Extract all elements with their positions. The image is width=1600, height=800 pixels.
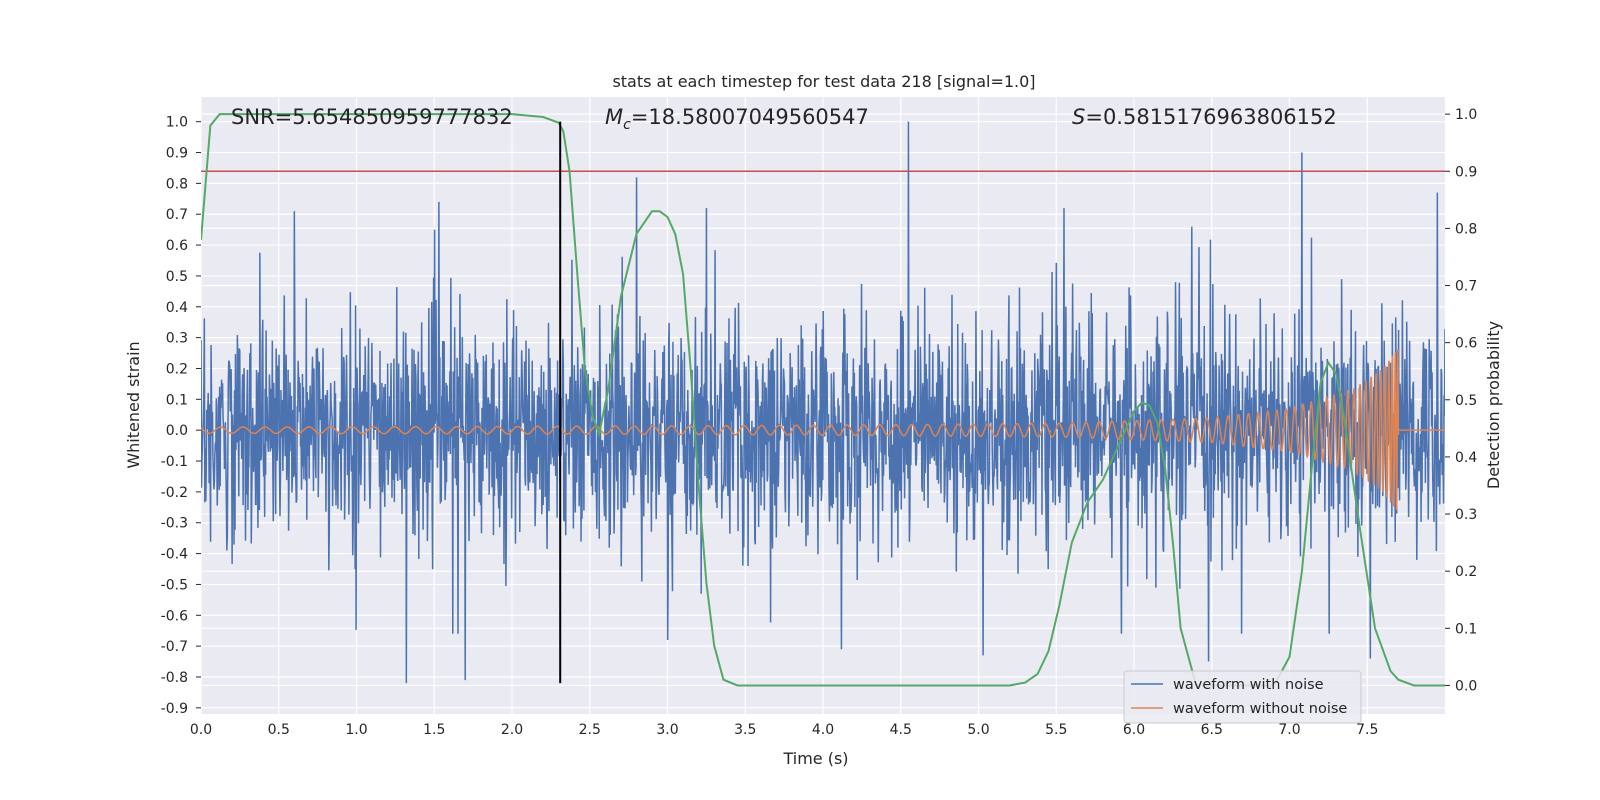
x-axis-label: Time (s) bbox=[782, 749, 848, 768]
x-tick-label: 6.5 bbox=[1201, 722, 1223, 738]
x-tick-label: 5.5 bbox=[1045, 722, 1067, 738]
s-symbol: S bbox=[1072, 105, 1085, 129]
x-tick-label: 6.0 bbox=[1123, 722, 1145, 738]
x-tick-label: 1.5 bbox=[423, 722, 445, 738]
y-tick-label: -0.2 bbox=[161, 485, 188, 501]
series-waveform-with-noise bbox=[201, 121, 1445, 684]
y-tick-label: 0.2 bbox=[166, 361, 188, 377]
y-tick-label: 0.7 bbox=[166, 207, 188, 223]
y2-tick-label: 0.7 bbox=[1455, 279, 1477, 295]
y-tick-label: -0.7 bbox=[161, 639, 188, 655]
y-tick-label: -0.3 bbox=[161, 516, 188, 532]
y2-tick-label: 0.9 bbox=[1455, 164, 1477, 180]
y-tick-label: 0.0 bbox=[166, 423, 188, 439]
x-tick-label: 2.5 bbox=[579, 722, 601, 738]
y-tick-label: -0.8 bbox=[161, 670, 188, 686]
x-tick-label: 1.0 bbox=[345, 722, 367, 738]
y2-tick-label: 0.3 bbox=[1455, 507, 1477, 523]
y-tick-label: 0.3 bbox=[166, 331, 188, 347]
legend-label-noise: waveform with noise bbox=[1173, 677, 1324, 693]
chirp-mass-subscript: c bbox=[623, 117, 631, 133]
y2-tick-label: 1.0 bbox=[1455, 107, 1477, 123]
chirp-mass-annotation: Mc=18.58007049560547 bbox=[605, 105, 869, 133]
snr-annotation: SNR=5.654850959777832 bbox=[231, 105, 513, 129]
x-tick-label: 4.0 bbox=[812, 722, 834, 738]
x-tick-label: 5.0 bbox=[967, 722, 989, 738]
x-tick-label: 2.0 bbox=[501, 722, 523, 738]
y-axis-ticks: -0.9 -0.8 -0.7 -0.6 -0.5 -0.4 -0.3 -0.2 -0.1 0.0 0… bbox=[161, 115, 201, 717]
y2-tick-label: 0.0 bbox=[1455, 678, 1477, 694]
y2-tick-label: 0.4 bbox=[1455, 450, 1477, 466]
y-tick-label: 0.8 bbox=[166, 176, 188, 192]
y-tick-label: 0.9 bbox=[166, 146, 188, 162]
x-tick-label: 7.5 bbox=[1356, 722, 1378, 738]
y2-axis-ticks: 0.0 0.1 0.2 0.3 0.4 0.5 0.6 0.7 0.8 0.9 1.0 bbox=[1445, 107, 1477, 694]
y-axis-label: Whitened strain bbox=[124, 341, 143, 468]
legend-label-clean: waveform without noise bbox=[1173, 701, 1347, 717]
y2-tick-label: 0.5 bbox=[1455, 393, 1477, 409]
y-tick-label: -0.6 bbox=[161, 608, 188, 624]
x-axis-ticks: 0.0 0.5 1.0 1.5 2.0 2.5 3.0 3.5 4.0 4.5 5.0 5.5 6.0 6… bbox=[190, 722, 1379, 738]
series-waveform-without-noise bbox=[201, 349, 1445, 511]
series-layer bbox=[201, 113, 1445, 687]
chart-title: stats at each timestep for test data 218… bbox=[612, 72, 1035, 91]
x-tick-label: 7.0 bbox=[1278, 722, 1300, 738]
y2-tick-label: 0.8 bbox=[1455, 221, 1477, 237]
y-tick-label: 0.1 bbox=[166, 392, 188, 408]
s-annotation: S=0.5815176963806152 bbox=[1072, 105, 1337, 129]
y-tick-label: -0.4 bbox=[161, 547, 188, 563]
s-value: =0.5815176963806152 bbox=[1085, 105, 1336, 129]
y-tick-label: -0.5 bbox=[161, 577, 188, 593]
y-tick-label: 1.0 bbox=[166, 115, 188, 131]
x-tick-label: 3.0 bbox=[656, 722, 678, 738]
y-tick-label: 0.6 bbox=[166, 238, 188, 254]
y2-tick-label: 0.2 bbox=[1455, 564, 1477, 580]
x-tick-label: 4.5 bbox=[890, 722, 912, 738]
y-tick-label: -0.9 bbox=[161, 701, 188, 717]
y-tick-label: 0.4 bbox=[166, 300, 188, 316]
x-tick-label: 0.0 bbox=[190, 722, 212, 738]
y-tick-label: -0.1 bbox=[161, 454, 188, 470]
x-tick-label: 3.5 bbox=[734, 722, 756, 738]
legend: waveform with noise waveform without noi… bbox=[1123, 670, 1362, 724]
x-tick-label: 0.5 bbox=[268, 722, 290, 738]
chirp-mass-value: =18.58007049560547 bbox=[631, 105, 869, 129]
chirp-mass-symbol: M bbox=[605, 105, 623, 129]
series-detection-probability bbox=[201, 113, 1445, 687]
y2-tick-label: 0.1 bbox=[1455, 621, 1477, 637]
legend-box bbox=[1123, 670, 1362, 724]
y2-tick-label: 0.6 bbox=[1455, 336, 1477, 352]
y2-axis-label: Detection probability bbox=[1484, 321, 1503, 489]
y-tick-label: 0.5 bbox=[166, 269, 188, 285]
